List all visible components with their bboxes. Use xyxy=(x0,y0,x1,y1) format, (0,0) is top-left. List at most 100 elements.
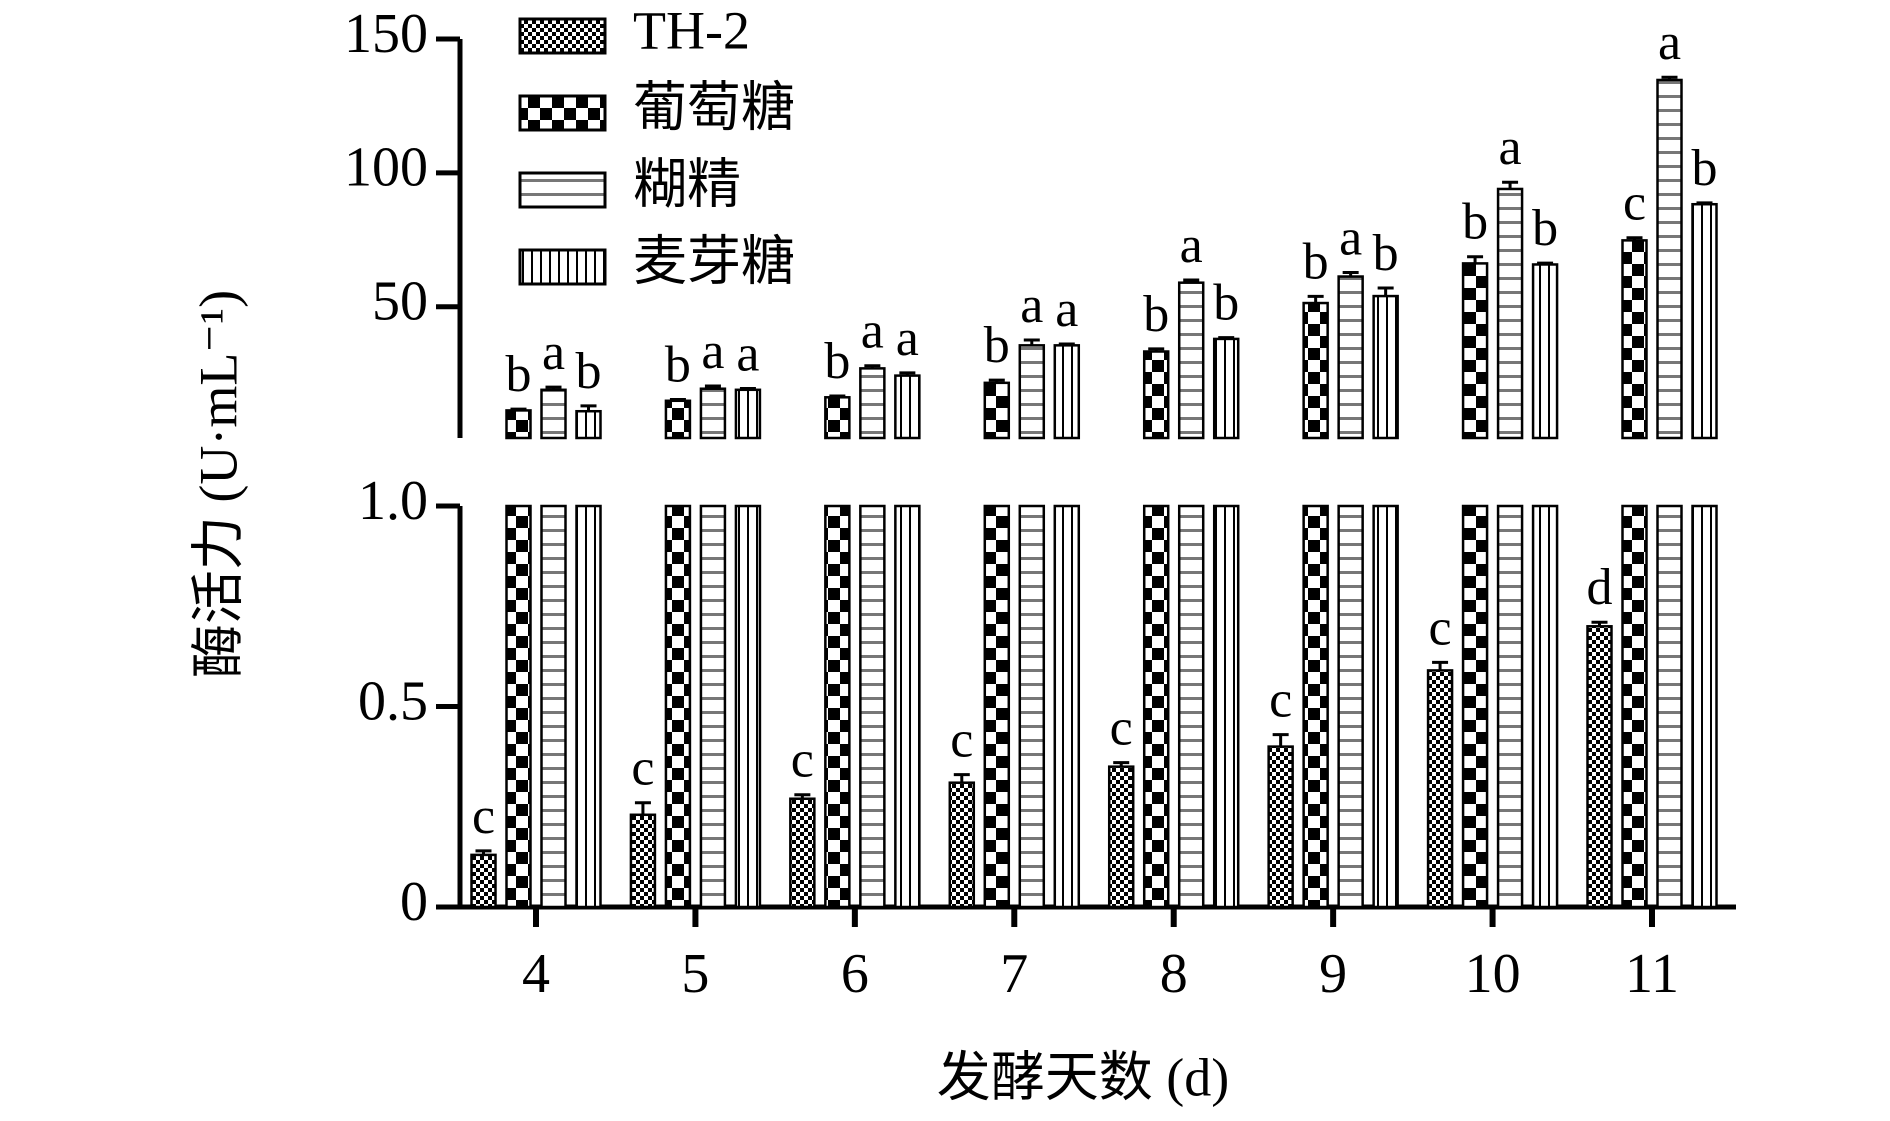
error-bar xyxy=(953,773,970,783)
error-bar xyxy=(899,371,916,376)
error-bar xyxy=(634,801,651,815)
bar-lower xyxy=(505,504,532,909)
significance-letter: b xyxy=(984,317,1010,374)
bar xyxy=(1586,625,1613,909)
error-bar xyxy=(580,404,597,412)
bar-upper xyxy=(859,367,886,440)
error-bar xyxy=(1113,761,1130,767)
significance-letter: d xyxy=(1587,559,1613,616)
bar-upper xyxy=(1496,187,1524,440)
significance-letter: a xyxy=(1055,281,1078,338)
bar-upper xyxy=(1142,350,1170,440)
error-bar xyxy=(1591,620,1608,627)
bar-upper xyxy=(894,374,921,440)
legend-label: 糊精 xyxy=(633,154,741,214)
x-tick-label: 9 xyxy=(1319,943,1347,1005)
x-tick-label: 4 xyxy=(522,943,550,1005)
significance-letter: b xyxy=(1692,140,1718,197)
error-bar xyxy=(545,385,562,390)
error-bar xyxy=(1537,261,1554,265)
x-axis-title: 发酵天数 (d) xyxy=(937,1047,1229,1107)
bar-upper xyxy=(1461,262,1489,440)
x-tick-label: 6 xyxy=(841,943,869,1005)
bar-upper xyxy=(1656,78,1683,440)
error-bar xyxy=(1467,255,1484,264)
bar-lower xyxy=(1691,504,1718,909)
y-axis-title: 酶活力 (U·mL⁻¹) xyxy=(188,290,248,678)
error-bar xyxy=(1148,347,1165,352)
bar-upper xyxy=(1621,239,1648,440)
x-tick-label: 8 xyxy=(1160,943,1188,1005)
legend-swatch xyxy=(518,171,607,209)
significance-letter: a xyxy=(1180,217,1203,274)
bar-lower xyxy=(699,504,727,909)
y-tick-label: 50 xyxy=(372,271,428,333)
bar xyxy=(1107,765,1135,909)
bar xyxy=(1426,669,1454,909)
legend-label: 葡萄糖 xyxy=(633,77,795,137)
significance-letter: c xyxy=(631,740,654,797)
bar-lower xyxy=(1302,504,1329,909)
bar-upper xyxy=(824,396,851,440)
bar-lower xyxy=(664,504,692,909)
y-tick-label: 1.0 xyxy=(358,470,428,532)
error-bar xyxy=(1342,271,1359,277)
significance-letter: a xyxy=(701,323,724,380)
bar-lower xyxy=(1142,504,1170,909)
bar-upper xyxy=(1177,281,1205,440)
error-bar xyxy=(1218,336,1235,340)
bar-upper xyxy=(664,399,692,440)
y-tick-label: 150 xyxy=(344,3,428,65)
significance-letter: b xyxy=(824,333,850,390)
significance-letter: b xyxy=(1303,233,1329,290)
significance-letter: c xyxy=(1269,672,1292,729)
bar xyxy=(948,781,976,909)
significance-letter: a xyxy=(1499,119,1522,176)
bar-lower xyxy=(1018,504,1046,909)
y-tick-label: 0 xyxy=(400,871,428,933)
bar xyxy=(470,853,497,909)
y-tick-label: 100 xyxy=(344,137,428,199)
error-bar xyxy=(1058,342,1075,346)
x-tick-label: 11 xyxy=(1625,943,1679,1005)
significance-letter: c xyxy=(950,712,973,769)
x-tick-label: 10 xyxy=(1465,943,1521,1005)
bar-lower xyxy=(1621,504,1648,909)
bar xyxy=(629,813,657,909)
bar-upper xyxy=(575,409,602,440)
bar-upper xyxy=(734,388,762,440)
bar-lower xyxy=(1496,504,1524,909)
x-tick-label: 5 xyxy=(681,943,709,1005)
significance-letter: a xyxy=(542,324,565,381)
error-bar xyxy=(739,386,756,390)
significance-letter: b xyxy=(665,336,691,393)
error-bar xyxy=(1272,733,1289,747)
bar-upper xyxy=(1053,344,1081,440)
bar-lower xyxy=(575,504,602,909)
bar-lower xyxy=(1656,504,1683,909)
bar-upper xyxy=(983,381,1011,440)
bar-upper xyxy=(1212,337,1240,440)
error-bar xyxy=(1661,75,1678,80)
error-bar xyxy=(988,378,1005,383)
error-bar xyxy=(794,793,811,799)
significance-letter: a xyxy=(736,325,759,382)
significance-letter: c xyxy=(472,788,495,845)
bar-lower xyxy=(1053,504,1081,909)
bar-upper xyxy=(540,388,567,440)
bar-lower xyxy=(1177,504,1205,909)
bar-lower xyxy=(1212,504,1240,909)
bar-lower xyxy=(1461,504,1489,909)
legend-label: 麦芽糖 xyxy=(633,231,795,291)
error-bar xyxy=(1432,660,1449,671)
legend-swatch xyxy=(518,248,607,286)
significance-letter: c xyxy=(1429,599,1452,656)
legend-swatch xyxy=(518,94,607,132)
significance-letter: a xyxy=(1339,209,1362,266)
bar-upper xyxy=(1337,275,1364,440)
significance-letter: a xyxy=(1020,277,1043,334)
error-bar xyxy=(1307,294,1324,304)
significance-letter: b xyxy=(576,343,602,400)
bar-upper xyxy=(699,387,727,440)
